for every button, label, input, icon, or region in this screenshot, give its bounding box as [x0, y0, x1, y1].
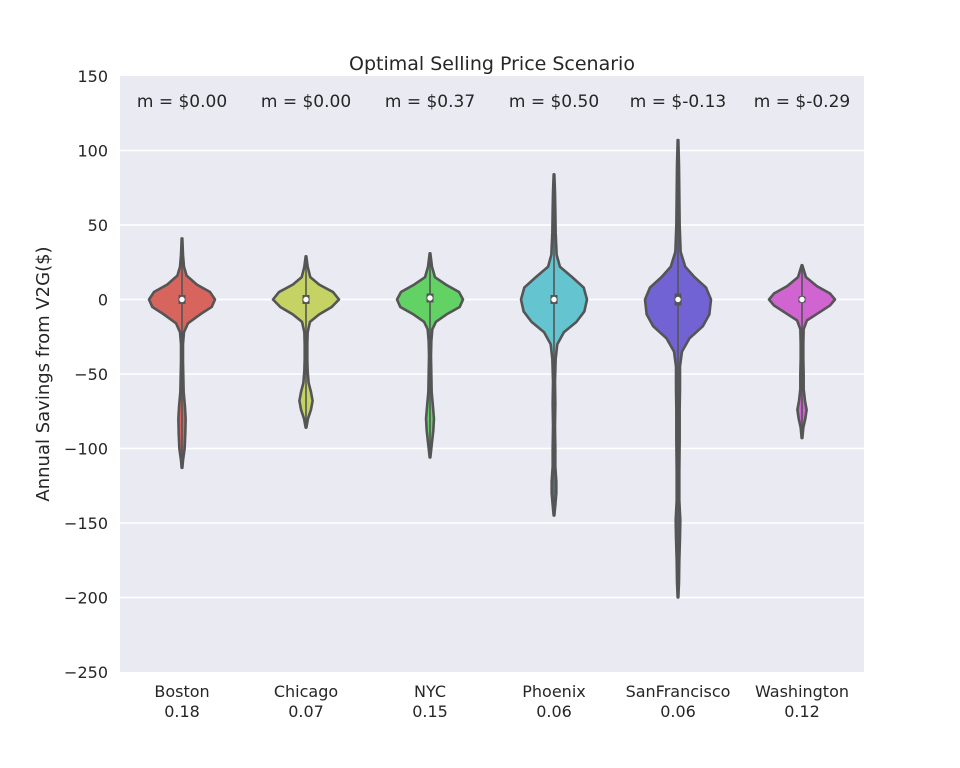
median-annotation: m = $-0.29: [754, 92, 850, 112]
x-category-label: Washington: [755, 682, 849, 701]
y-tick-label: −100: [64, 440, 108, 459]
y-tick-label: 150: [77, 67, 108, 86]
median-point: [550, 295, 558, 304]
x-category-label: Chicago: [274, 682, 338, 701]
y-tick-label: 50: [88, 216, 108, 235]
x-axis-labels: Boston0.18Chicago0.07NYC0.15Phoenix0.06S…: [154, 682, 849, 721]
x-category-sublabel: 0.18: [164, 702, 200, 721]
x-category-label: SanFrancisco: [626, 682, 731, 701]
x-category-label: Boston: [154, 682, 209, 701]
y-tick-label: −250: [64, 663, 108, 682]
y-axis-label: Annual Savings from V2G($): [33, 246, 54, 501]
median-annotation: m = $0.00: [261, 92, 351, 112]
gridlines: [120, 149, 864, 599]
x-category-sublabel: 0.06: [536, 702, 572, 721]
y-tick-label: 0: [98, 291, 108, 310]
median-annotation: m = $0.00: [137, 92, 227, 112]
y-tick-label: 100: [77, 142, 108, 161]
median-point: [178, 295, 186, 304]
x-category-sublabel: 0.12: [784, 702, 820, 721]
chart-title: Optimal Selling Price Scenario: [349, 53, 635, 75]
x-category-sublabel: 0.07: [288, 702, 324, 721]
median-point: [674, 295, 682, 304]
y-tick-label: −200: [64, 589, 108, 608]
y-axis-ticks: 150 100 50 0 −50 −100 −150 −200 −250: [64, 67, 108, 682]
median-annotation: m = $0.50: [509, 92, 599, 112]
violins: [147, 138, 837, 599]
median-point: [302, 295, 310, 304]
median-annotation: m = $-0.13: [630, 92, 726, 112]
median-point: [798, 295, 806, 304]
y-tick-label: −150: [64, 514, 108, 533]
y-tick-label: −50: [74, 365, 108, 384]
x-category-label: Phoenix: [522, 682, 585, 701]
median-annotation: m = $0.37: [385, 92, 475, 112]
median-annotations: m = $0.00 m = $0.00 m = $0.37 m = $0.50 m = …: [137, 92, 850, 112]
x-category-sublabel: 0.06: [660, 702, 696, 721]
x-category-label: NYC: [414, 682, 446, 701]
x-category-sublabel: 0.15: [412, 702, 448, 721]
median-point: [426, 294, 434, 302]
